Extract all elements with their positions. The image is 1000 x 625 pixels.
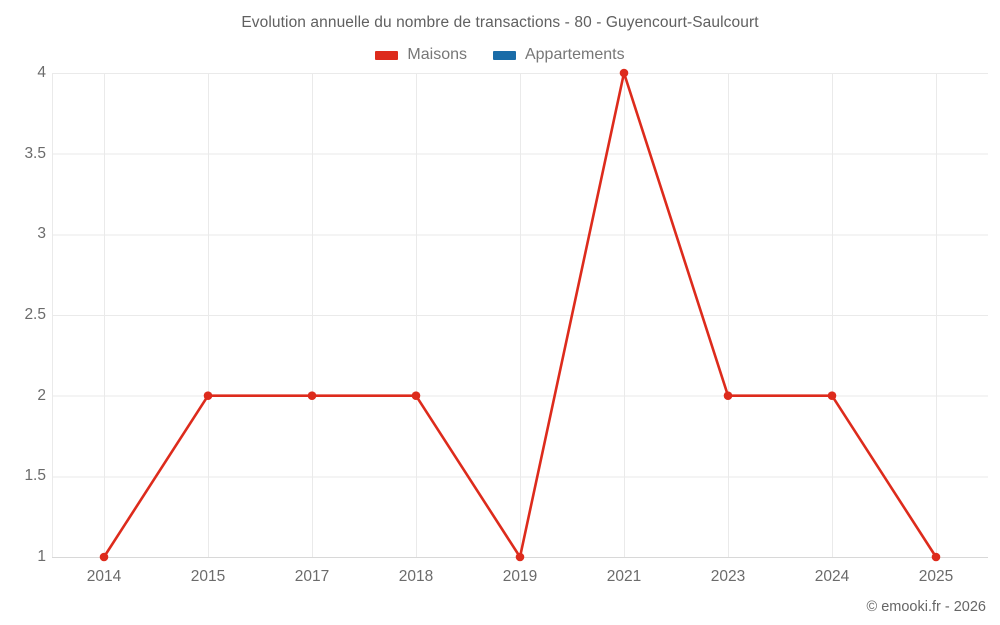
x-axis-tick-label: 2019 bbox=[502, 568, 538, 585]
series-layer bbox=[99, 68, 941, 562]
chart-title: Evolution annuelle du nombre de transact… bbox=[241, 14, 759, 31]
y-axis-tick-labels: 1 1.5 2 2.5 3 3.5 4 bbox=[0, 0, 46, 625]
x-axis-tick-label: 2015 bbox=[190, 568, 226, 585]
data-point[interactable] bbox=[99, 552, 109, 562]
legend-item-appartements[interactable]: Appartements bbox=[492, 46, 625, 63]
x-axis-tick-label: 2014 bbox=[86, 568, 122, 585]
y-axis-tick-label: 1.5 bbox=[24, 467, 46, 485]
y-axis-tick-label: 3 bbox=[37, 225, 46, 243]
data-point[interactable] bbox=[619, 68, 629, 78]
data-point[interactable] bbox=[515, 552, 525, 562]
x-axis-tick-label: 2021 bbox=[606, 568, 642, 585]
data-point[interactable] bbox=[827, 391, 837, 400]
x-axis-tick-label: 2025 bbox=[918, 568, 954, 585]
plot-area bbox=[52, 68, 989, 562]
legend-swatch-maisons bbox=[375, 50, 399, 60]
x-axis-tick-labels: 2014 2015 2017 2018 2019 2021 2023 2024 2025 bbox=[0, 568, 1000, 592]
y-axis-tick-label: 1 bbox=[37, 548, 46, 565]
data-point[interactable] bbox=[203, 391, 213, 400]
data-point[interactable] bbox=[931, 552, 941, 562]
x-axis-tick-label: 2017 bbox=[294, 568, 330, 585]
x-axis-tick-label: 2018 bbox=[398, 568, 434, 585]
y-axis-tick-label: 2.5 bbox=[24, 306, 46, 323]
data-point[interactable] bbox=[411, 391, 421, 400]
y-axis-tick-label: 3.5 bbox=[24, 144, 46, 162]
legend-swatch-appartements bbox=[492, 50, 516, 60]
y-axis-tick-label: 2 bbox=[37, 386, 46, 404]
x-axis-tick-label: 2024 bbox=[814, 568, 850, 585]
grid-layer bbox=[52, 73, 988, 558]
data-point[interactable] bbox=[307, 391, 317, 400]
legend-label-appartements: Appartements bbox=[524, 46, 625, 63]
chart-legend: Maisons Appartements bbox=[0, 44, 1000, 66]
legend-item-maisons[interactable]: Maisons bbox=[375, 47, 467, 63]
legend-label-maisons: Maisons bbox=[407, 46, 467, 63]
x-axis-tick-label: 2023 bbox=[710, 568, 746, 585]
footer-credit: © emooki.fr - 2026 bbox=[866, 599, 986, 615]
y-axis-tick-label: 4 bbox=[37, 64, 46, 81]
data-point[interactable] bbox=[723, 391, 733, 400]
